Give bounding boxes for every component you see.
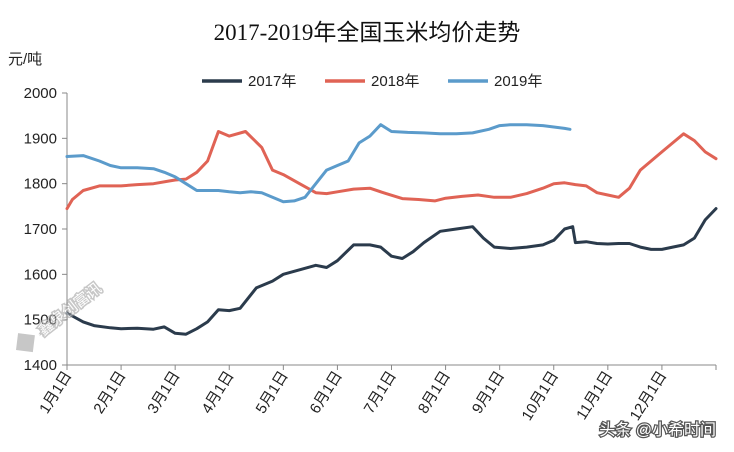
y-axis-unit-label: 元/吨 [8,51,42,68]
x-tick-label: 10月1日 [519,368,563,424]
x-tick-label: 3月1日 [144,368,183,417]
chart-title: 2017-2019年全国玉米均价走势 [214,20,521,45]
x-tick-label: 1月1日 [36,368,75,417]
x-axis-ticks: 1月1日 2月1日 3月1日 4月1日 5月1日 6月1日 7月1日 8月1日 9月1日 10月1… [36,365,717,424]
x-tick-label: 2月1日 [90,368,129,417]
legend-label-2: 2018年 [371,73,419,90]
x-tick-label: 4月1日 [198,368,237,417]
y-tick-label: 1600 [24,266,57,283]
x-tick-label: 9月1日 [469,368,508,417]
x-tick-label: 8月1日 [415,368,454,417]
watermark-logo-icon [16,333,35,353]
legend-label-3: 2019年 [494,73,542,90]
legend: 2017年 2018年 2019年 [202,73,542,90]
y-tick-label: 2000 [24,85,57,102]
y-tick-label: 1400 [24,357,57,374]
series-layer [65,123,718,336]
y-axis-ticks: 1400 1500 1600 1700 1800 1900 2000 [24,85,67,374]
y-tick-label: 1900 [24,130,57,147]
y-tick-label: 1700 [24,221,57,238]
legend-label-1: 2017年 [248,73,296,90]
y-tick-label: 1500 [24,312,57,329]
series-line-3 [65,123,572,204]
x-tick-label: 11月1日 [573,368,616,423]
x-tick-label: 7月1日 [361,368,400,417]
watermark-bottom-right: 头条 @小希时间 [599,421,716,439]
y-tick-label: 1800 [24,176,57,193]
watermark-left-text: 鑫泉创富讯 [35,279,105,339]
series-line-1 [65,207,718,336]
x-tick-label: 12月1日 [627,368,671,424]
series-line-2 [65,130,718,211]
axes [66,93,716,366]
x-tick-label: 6月1日 [307,368,346,417]
x-tick-label: 5月1日 [253,368,292,417]
